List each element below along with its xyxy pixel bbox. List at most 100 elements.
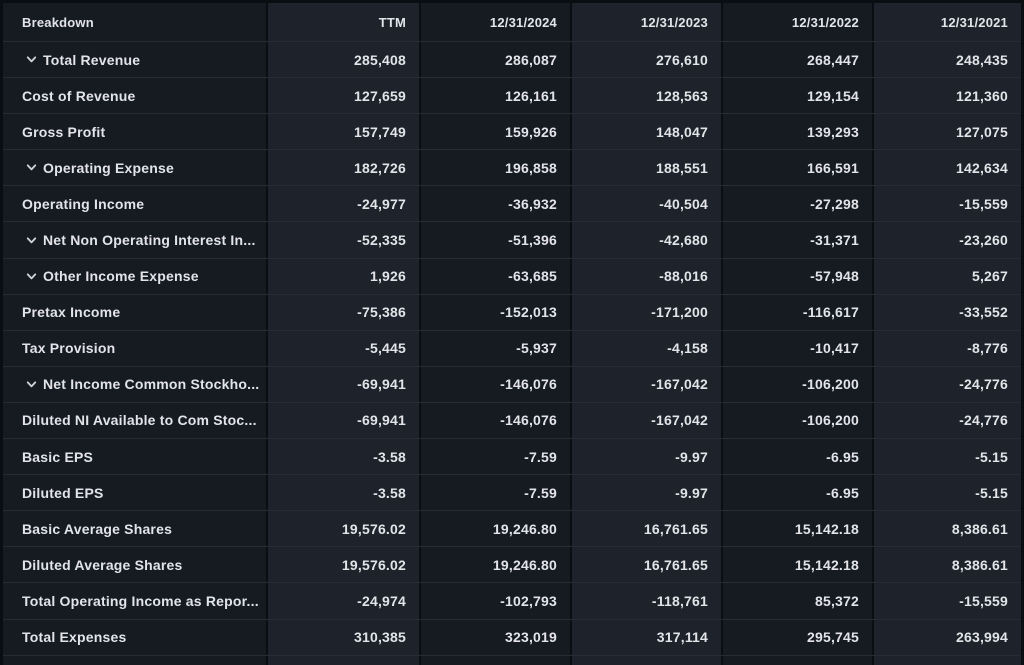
table-row: Diluted EPS -3.58 -7.59 -9.97 -6.95 -5.15	[3, 474, 1021, 511]
row-label: Diluted EPS	[22, 484, 104, 501]
row-label-cell: Diluted EPS	[3, 475, 266, 511]
table-row: Total Operating Income as Repor... -24,97…	[3, 582, 1021, 619]
value-cell: -118,761	[572, 583, 721, 619]
value-cell: -5.15	[874, 439, 1021, 475]
row-label-cell[interactable]: Net Non Operating Interest In...	[3, 222, 266, 258]
value-cell: 126,161	[421, 78, 570, 114]
chevron-down-icon[interactable]	[26, 379, 37, 390]
table-header-row: Breakdown TTM 12/31/2024 12/31/2023 12/3…	[3, 3, 1021, 41]
value-cell: 5,267	[874, 258, 1021, 294]
partial-cell	[3, 655, 266, 665]
value-cell: -10,417	[723, 330, 872, 366]
column-header-2022: 12/31/2022	[723, 3, 872, 41]
table-row: Net Income Common Stockho... -69,941 -146,…	[3, 365, 1021, 402]
table-row: Operating Income -24,977 -36,932 -40,504 -27…	[3, 185, 1021, 222]
value-cell: -75,386	[268, 294, 419, 330]
row-label: Basic Average Shares	[22, 520, 173, 537]
value-cell: -33,552	[874, 294, 1021, 330]
partial-cell	[421, 655, 570, 665]
table-row: Basic Average Shares 19,576.02 19,246.80 16…	[3, 510, 1021, 547]
table-row: Operating Expense 182,726 196,858 188,551 16…	[3, 149, 1021, 186]
row-label: Net Non Operating Interest In...	[43, 232, 256, 249]
row-label-cell[interactable]: Operating Expense	[3, 150, 266, 186]
value-cell: 317,114	[572, 619, 721, 655]
value-cell: -171,200	[572, 294, 721, 330]
chevron-down-icon[interactable]	[26, 271, 37, 282]
value-cell: -52,335	[268, 222, 419, 258]
table-row: Total Revenue 285,408 286,087 276,610 268,44…	[3, 41, 1021, 78]
chevron-down-icon[interactable]	[26, 235, 37, 246]
row-label-cell: Basic EPS	[3, 439, 266, 475]
value-cell: -8,776	[874, 330, 1021, 366]
partial-cell	[268, 655, 419, 665]
value-cell: -6.95	[723, 439, 872, 475]
row-label: Gross Profit	[22, 123, 106, 140]
column-header-2024: 12/31/2024	[421, 3, 570, 41]
value-cell: -88,016	[572, 258, 721, 294]
value-cell: -9.97	[572, 475, 721, 511]
row-label-cell: Basic Average Shares	[3, 511, 266, 547]
table-row: Diluted Average Shares 19,576.02 19,246.80…	[3, 546, 1021, 583]
column-header-ttm: TTM	[268, 3, 419, 41]
value-cell: 295,745	[723, 619, 872, 655]
value-cell: 19,246.80	[421, 511, 570, 547]
value-cell: 15,142.18	[723, 511, 872, 547]
row-label: Operating Income	[22, 195, 145, 212]
row-label-cell[interactable]: Total Revenue	[3, 42, 266, 78]
table-row: Other Income Expense 1,926 -63,685 -88,016-…	[3, 257, 1021, 294]
value-cell: -69,941	[268, 366, 419, 402]
partial-cell	[874, 655, 1021, 665]
value-cell: -24,776	[874, 366, 1021, 402]
value-cell: -4,158	[572, 330, 721, 366]
value-cell: 15,142.18	[723, 547, 872, 583]
table-row: Pretax Income -75,386 -152,013 -171,200 -116…	[3, 293, 1021, 330]
value-cell: -116,617	[723, 294, 872, 330]
value-cell: -6.95	[723, 475, 872, 511]
value-cell: 85,372	[723, 583, 872, 619]
value-cell: -63,685	[421, 258, 570, 294]
row-label-cell[interactable]: Other Income Expense	[3, 258, 266, 294]
table-row: Basic EPS -3.58 -7.59 -9.97 -6.95 -5.15	[3, 438, 1021, 475]
value-cell: 285,408	[268, 42, 419, 78]
value-cell: -106,200	[723, 402, 872, 439]
value-cell: 166,591	[723, 150, 872, 186]
value-cell: -167,042	[572, 366, 721, 402]
table-row: Diluted NI Available to Com Stoc... -69,9…	[3, 401, 1021, 439]
value-cell: -40,504	[572, 186, 721, 222]
value-cell: -102,793	[421, 583, 570, 619]
value-cell: 142,634	[874, 150, 1021, 186]
row-label: Total Revenue	[43, 51, 141, 68]
row-label: Cost of Revenue	[22, 87, 136, 104]
row-label-cell: Diluted Average Shares	[3, 547, 266, 583]
value-cell: 286,087	[421, 42, 570, 78]
row-label-cell: Cost of Revenue	[3, 78, 266, 114]
partial-cell	[723, 655, 872, 665]
row-label: Diluted Average Shares	[22, 556, 183, 573]
value-cell: -23,260	[874, 222, 1021, 258]
column-header-2023: 12/31/2023	[572, 3, 721, 41]
chevron-down-icon[interactable]	[26, 162, 37, 173]
row-label-cell: Gross Profit	[3, 114, 266, 150]
value-cell: 19,246.80	[421, 547, 570, 583]
value-cell: 310,385	[268, 619, 419, 655]
value-cell: -15,559	[874, 186, 1021, 222]
row-label: Net Income Common Stockho...	[43, 376, 260, 393]
chevron-down-icon[interactable]	[26, 54, 37, 65]
value-cell: -51,396	[421, 222, 570, 258]
value-cell: 128,563	[572, 78, 721, 114]
value-cell: 159,926	[421, 114, 570, 150]
value-cell: 8,386.61	[874, 547, 1021, 583]
value-cell: -146,076	[421, 366, 570, 402]
value-cell: 268,447	[723, 42, 872, 78]
value-cell: -106,200	[723, 366, 872, 402]
value-cell: -36,932	[421, 186, 570, 222]
row-label: Total Expenses	[22, 629, 127, 646]
row-label-cell: Tax Provision	[3, 330, 266, 366]
value-cell: -69,941	[268, 402, 419, 439]
row-label-cell[interactable]: Net Income Common Stockho...	[3, 366, 266, 402]
row-label: Tax Provision	[22, 340, 116, 357]
value-cell: -5,937	[421, 330, 570, 366]
table-row: Gross Profit 157,749 159,926 148,047 139,293…	[3, 113, 1021, 150]
row-label: Total Operating Income as Repor...	[22, 592, 259, 609]
